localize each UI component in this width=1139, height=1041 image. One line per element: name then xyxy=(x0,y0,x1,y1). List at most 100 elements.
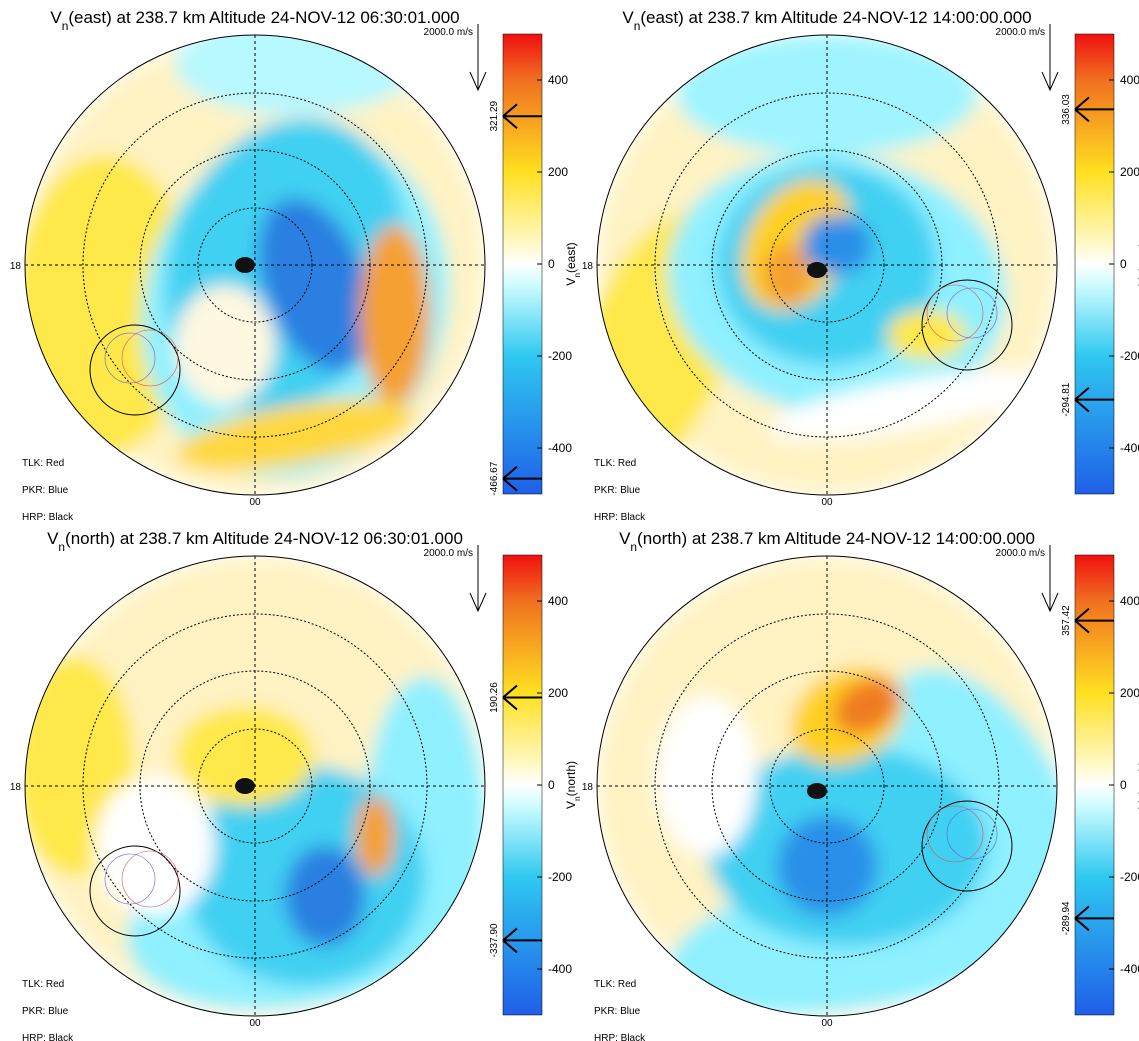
contour-region xyxy=(769,370,1045,440)
extreme-label: 190.26 xyxy=(489,682,500,713)
scale-arrow xyxy=(1041,545,1059,613)
contour-region xyxy=(355,796,395,876)
station-pkr xyxy=(104,332,156,384)
colorbar-label-base: V xyxy=(1136,801,1139,809)
panel: Vn(north) at 238.7 km Altitude 24-NOV-12… xyxy=(10,529,582,1041)
station-legend: TLK: Red xyxy=(594,458,636,469)
panel-title-sub: n xyxy=(58,540,65,554)
colorbar-label: Vn(east) xyxy=(1136,242,1139,285)
colorbar xyxy=(502,33,543,495)
contour-fill xyxy=(597,35,1057,495)
colorbar-tick-label: 200 xyxy=(548,686,568,700)
colorbar-tick-label: -400 xyxy=(1120,441,1139,455)
colorbar-label-rest: (north) xyxy=(1136,761,1139,796)
panel-title-sub: n xyxy=(634,19,641,33)
colorbar-tick-label: 200 xyxy=(1120,686,1139,700)
colorbar-tick-label: -400 xyxy=(1120,962,1139,976)
contour-group xyxy=(25,556,485,1016)
scale-label: 2000.0 m/s xyxy=(996,27,1045,38)
station-hrp xyxy=(89,324,181,416)
scale-label: 2000.0 m/s xyxy=(424,27,473,38)
contour-region xyxy=(95,776,215,916)
contour-fill xyxy=(597,556,1057,1016)
extreme-marker xyxy=(1074,96,1114,123)
panel-title: Vn(east) at 238.7 km Altitude 24-NOV-12 … xyxy=(50,8,459,33)
panel-title: Vn(north) at 238.7 km Altitude 24-NOV-12… xyxy=(47,529,463,554)
station-legend: HRP: Black xyxy=(594,1033,646,1041)
colorbar-tick-label: 400 xyxy=(548,73,568,87)
panel-title: Vn(east) at 238.7 km Altitude 24-NOV-12 … xyxy=(622,8,1031,33)
extreme-marker xyxy=(502,465,542,492)
panel-title-sub: n xyxy=(62,19,69,33)
station-legend: PKR: Blue xyxy=(22,485,69,496)
contour-region xyxy=(258,198,372,372)
extreme-marker xyxy=(502,103,542,129)
colorbar-tick-label: -200 xyxy=(548,870,572,884)
extreme-marker xyxy=(1074,905,1114,932)
colorbar-label: Vn(east) xyxy=(564,242,582,285)
extreme-marker xyxy=(1074,386,1114,413)
colorbar-tick-label: -400 xyxy=(548,962,572,976)
contour-region xyxy=(175,35,415,115)
station-legend: TLK: Red xyxy=(22,458,64,469)
extreme-marker xyxy=(502,927,542,954)
colorbar-label: Vn(north) xyxy=(564,761,582,809)
colorbar xyxy=(1074,554,1115,1016)
colorbar-tick-label: 200 xyxy=(548,165,568,179)
panel-title-base: V xyxy=(619,529,631,548)
panel-title-sub: n xyxy=(630,540,637,554)
station-hrp xyxy=(921,279,1013,371)
colorbar-label: Vn(north) xyxy=(1136,761,1139,809)
station-tlk xyxy=(926,805,984,863)
mlt-label: 18 xyxy=(582,261,594,272)
mlt-label: 18 xyxy=(582,782,594,793)
latitude-circle xyxy=(769,207,885,323)
panel-title-rest: (north) at 238.7 km Altitude 24-NOV-12 0… xyxy=(65,529,463,548)
scale-label: 2000.0 m/s xyxy=(996,548,1045,559)
colorbar xyxy=(502,554,543,1016)
panel: Vn(north) at 238.7 km Altitude 24-NOV-12… xyxy=(582,529,1139,1041)
mlt-label: 00 xyxy=(249,1018,261,1029)
colorbar-tick-label: 400 xyxy=(548,594,568,608)
contour-region xyxy=(25,155,195,455)
contour-region xyxy=(176,398,414,472)
colorbar-tick-label: -400 xyxy=(548,441,572,455)
station-legend: PKR: Blue xyxy=(594,1006,641,1017)
mlt-label: 00 xyxy=(821,497,833,508)
contour-group xyxy=(597,35,1057,495)
pole-vortex xyxy=(235,257,255,273)
panel-title-base: V xyxy=(50,8,62,27)
panel: Vn(east) at 238.7 km Altitude 24-NOV-12 … xyxy=(582,8,1139,523)
extreme-label: 357.42 xyxy=(1061,605,1072,636)
colorbar-tick-label: 200 xyxy=(1120,165,1139,179)
colorbar-tick-label: -200 xyxy=(548,349,572,363)
colorbar-tick-label: -200 xyxy=(1120,349,1139,363)
colorbar-label-sub: n xyxy=(572,273,582,278)
colorbar xyxy=(1074,33,1115,495)
panel-title-base: V xyxy=(47,529,59,548)
pole-vortex xyxy=(235,778,255,794)
station-hrp xyxy=(921,800,1013,892)
contour-region xyxy=(175,285,275,405)
contour-group xyxy=(597,556,1057,1016)
scale-arrow xyxy=(1041,24,1059,92)
panel-title-base: V xyxy=(622,8,634,27)
colorbar-label-sub: n xyxy=(572,796,582,801)
pole-vortex xyxy=(807,783,827,799)
pole-vortex xyxy=(807,262,827,278)
extreme-label: -466.67 xyxy=(489,461,500,495)
colorbar-label-rest: (east) xyxy=(1136,242,1139,273)
colorbar-label-rest: (east) xyxy=(564,242,578,273)
station-legend: HRP: Black xyxy=(22,512,74,523)
mlt-label: 18 xyxy=(10,782,22,793)
station-legend: TLK: Red xyxy=(22,979,64,990)
colorbar-tick-label: 400 xyxy=(1120,73,1139,87)
colorbar-tick-label: 0 xyxy=(548,257,555,271)
extreme-marker xyxy=(1074,607,1114,634)
mlt-label: 00 xyxy=(821,1018,833,1029)
scale-label: 2000.0 m/s xyxy=(424,548,473,559)
scale-arrow xyxy=(469,24,487,92)
station-pkr xyxy=(104,853,156,905)
mlt-label: 18 xyxy=(10,261,22,272)
latitude-circle xyxy=(197,207,313,323)
